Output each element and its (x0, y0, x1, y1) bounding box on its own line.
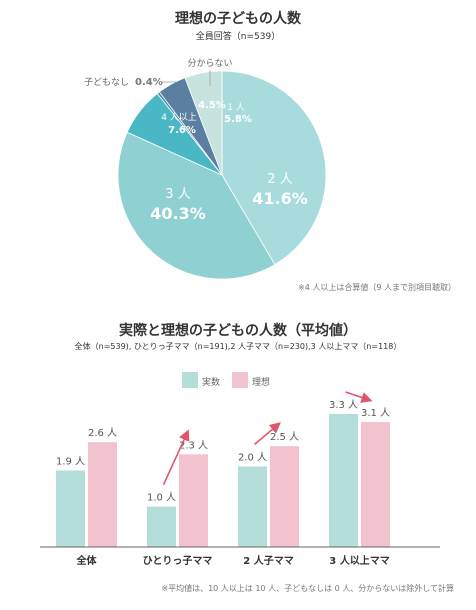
bar-chart-note: ※平均値は、10 人以上は 10 人、子どもなしは 0 人、分からないは除外して… (161, 584, 454, 593)
pie-value-four: 7.6% (168, 125, 196, 136)
bar-actual-overall (56, 470, 85, 547)
bar-ideal-two-children (270, 446, 299, 547)
pie-slice-two (221, 70, 327, 266)
bar-actual-only-child (147, 506, 176, 547)
bar-chart-title: 実際と理想の子どもの人数（平均値） (119, 323, 357, 339)
bar-label-actual-two-children: 2.0 人 (238, 451, 267, 463)
bar-label-ideal-only-child: 2.3 人 (179, 439, 208, 451)
category-label-two-children: 2 人子ママ (243, 554, 293, 567)
bar-label-actual-only-child: 1.0 人 (147, 492, 176, 504)
bar-ideal-three-plus (361, 422, 390, 547)
category-label-only-child: ひとりっ子ママ (143, 555, 213, 567)
legend-label-actual: 実数 (202, 378, 221, 388)
pie-label-two: 2 人 (267, 172, 292, 187)
pie-label-none: 子どもなし (84, 77, 129, 88)
pie-value-unknown: 4.5% (198, 100, 226, 111)
pie-slice-one (184, 70, 223, 176)
pie-value-three: 40.3% (150, 204, 206, 223)
bar-ideal-only-child (179, 454, 208, 547)
trend-arrow-three-plus (345, 391, 373, 403)
bar-label-ideal-three-plus: 3.1 人 (361, 407, 390, 419)
pie-value-one: 5.8% (224, 114, 252, 125)
pie-chart: 分からない 子どもなし 0.4% 1 人 5.8% 4.5% 4 人以上 7.6… (84, 58, 327, 280)
trend-arrow-only-child (162, 429, 190, 486)
bar-label-actual-overall: 1.9 人 (56, 455, 85, 467)
category-label-three-plus: 3 人以上ママ (329, 554, 389, 567)
pie-label-unknown: 分からない (187, 58, 232, 69)
bar-chart-subtitle: 全体（n=539), ひとりっ子ママ（n=191),2 人子ママ（n=230),… (74, 342, 402, 351)
trend-arrow-two-children (253, 422, 281, 446)
legend-swatch-actual (182, 372, 198, 388)
bar-ideal-overall (88, 442, 117, 547)
pie-label-one: 1 人 (227, 102, 245, 113)
bar-label-ideal-overall: 2.6 人 (88, 427, 117, 439)
pie-chart-note: ※4 人以上は合算値（9 人まで別項目聴取） (298, 283, 456, 292)
pie-slice-three (117, 131, 276, 280)
pie-chart-subtitle: 全員回答（n=539） (195, 32, 281, 42)
pie-value-two: 41.6% (252, 189, 308, 208)
legend-label-ideal: 理想 (252, 378, 271, 388)
category-label-overall: 全体 (76, 554, 98, 567)
bar-actual-three-plus (329, 414, 358, 547)
pie-value-none: 0.4% (135, 77, 163, 88)
pie-chart-title: 理想の子どもの人数 (175, 11, 301, 27)
bar-label-ideal-two-children: 2.5 人 (270, 431, 299, 443)
legend-swatch-ideal (232, 372, 248, 388)
bar-actual-two-children (238, 466, 267, 547)
pie-label-four: 4 人以上 (161, 112, 197, 123)
pie-label-three: 3 人 (165, 187, 190, 202)
bar-label-actual-three-plus: 3.3 人 (329, 399, 358, 411)
